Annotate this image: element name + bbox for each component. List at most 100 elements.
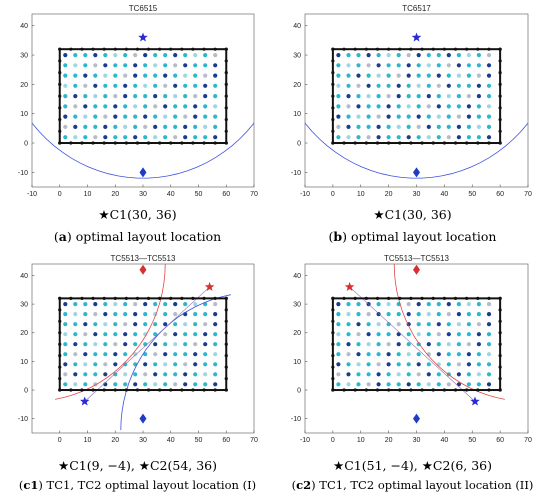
dot xyxy=(466,312,471,317)
dot xyxy=(203,322,208,327)
dot xyxy=(153,73,158,78)
frame-node xyxy=(342,296,346,300)
x-tick-label: -10 xyxy=(27,191,37,198)
dot xyxy=(436,94,441,99)
y-tick-label: 40 xyxy=(20,273,28,280)
dot xyxy=(466,352,471,357)
dot xyxy=(486,104,492,109)
dot xyxy=(406,352,411,357)
dot xyxy=(143,63,148,68)
frame-node xyxy=(213,388,217,392)
caption-c1-coords: ★C1(9, −4), ★C2(54, 36) xyxy=(0,458,275,473)
dot xyxy=(336,135,341,140)
dot xyxy=(133,342,138,347)
dot xyxy=(416,83,421,88)
frame-node xyxy=(58,331,62,335)
dot xyxy=(173,63,178,68)
dot xyxy=(406,382,411,387)
chart-panel-4: TC5513—TC5513 -10 0 10 20 30 40 50 60 70 -10 0 10 20 3… xyxy=(291,254,532,444)
dot xyxy=(203,94,208,99)
dot xyxy=(386,83,391,88)
dot xyxy=(153,124,158,129)
dot xyxy=(486,114,492,119)
dot xyxy=(386,332,391,337)
frame-node xyxy=(58,129,62,133)
frame-node xyxy=(498,319,502,323)
dot-array xyxy=(336,302,492,387)
dot xyxy=(396,312,401,317)
dot xyxy=(93,322,98,327)
frame-node xyxy=(364,296,368,300)
frame-node xyxy=(364,141,368,145)
y-tick-label: 30 xyxy=(293,53,301,60)
dot xyxy=(486,53,492,58)
dot xyxy=(456,322,461,327)
frame-node xyxy=(353,141,357,145)
dot xyxy=(406,73,411,78)
y-tick-label: 0 xyxy=(24,141,28,148)
dot xyxy=(446,83,451,88)
star-icon: ★ xyxy=(58,458,70,473)
dot xyxy=(173,124,178,129)
dot xyxy=(476,332,481,337)
frame-node xyxy=(342,388,346,392)
dot xyxy=(193,302,198,307)
diamond-marker xyxy=(413,167,420,178)
dot xyxy=(193,342,198,347)
dot xyxy=(143,372,148,377)
frame-node xyxy=(124,47,128,51)
dot xyxy=(346,342,351,347)
dot xyxy=(163,312,168,317)
frame-node xyxy=(498,94,502,98)
diamond-marker xyxy=(139,413,147,424)
frame-node xyxy=(58,319,62,323)
dot xyxy=(486,73,492,78)
dot xyxy=(356,372,361,377)
dot xyxy=(396,63,401,68)
dot xyxy=(396,322,401,327)
dot xyxy=(426,312,431,317)
coverage-curve xyxy=(32,122,254,179)
dot xyxy=(63,332,68,337)
frame-node xyxy=(498,82,502,86)
caption-c2-label: c2 xyxy=(296,478,312,492)
dot xyxy=(486,94,492,99)
dot xyxy=(426,83,431,88)
dot xyxy=(406,332,411,337)
dot xyxy=(173,94,178,99)
dot xyxy=(123,104,128,109)
dot xyxy=(336,322,341,327)
frame-node xyxy=(498,296,502,300)
dot xyxy=(203,124,208,129)
dot xyxy=(173,114,178,119)
dot xyxy=(133,114,138,119)
dot xyxy=(436,63,441,68)
dot xyxy=(153,332,158,337)
dot xyxy=(476,83,481,88)
dot xyxy=(456,114,461,119)
frame-node xyxy=(158,47,162,51)
dot xyxy=(63,342,68,347)
frame-node xyxy=(331,308,335,312)
dot xyxy=(386,302,391,307)
x-tick-label: 10 xyxy=(357,437,365,444)
dot xyxy=(486,63,492,68)
dot xyxy=(113,372,118,377)
dot xyxy=(486,322,492,327)
caption-c1-label: c1 xyxy=(23,478,39,492)
dot xyxy=(83,302,88,307)
dot xyxy=(476,124,481,129)
dot xyxy=(123,53,128,58)
dot xyxy=(63,382,68,387)
dot xyxy=(213,332,218,337)
dot xyxy=(456,94,461,99)
dot xyxy=(436,342,441,347)
dot xyxy=(426,372,431,377)
dot xyxy=(406,104,411,109)
frame-node xyxy=(409,296,413,300)
dot xyxy=(183,332,188,337)
dot xyxy=(203,114,208,119)
dot xyxy=(436,302,441,307)
dot xyxy=(173,135,178,140)
frame-node xyxy=(498,59,502,63)
